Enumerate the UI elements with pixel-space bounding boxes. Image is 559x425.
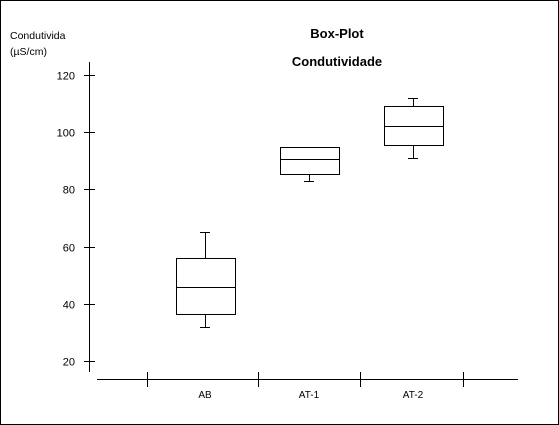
iqr-box	[176, 258, 236, 315]
x-ticks: AB AT-1 AT-2	[147, 372, 464, 401]
x-category-label: AT-1	[299, 390, 320, 401]
y-tick-label: 20	[63, 357, 75, 369]
boxes	[176, 98, 444, 328]
y-tick-label: 100	[57, 128, 75, 140]
iqr-box	[280, 147, 340, 175]
x-category-label: AB	[198, 390, 212, 401]
y-ticks: 20 40 60 80 100 120	[57, 71, 95, 369]
y-axis-label-line-2: (µS/cm)	[10, 46, 47, 58]
y-tick-label: 120	[57, 71, 75, 83]
box-plot-group	[280, 147, 340, 182]
y-tick-label: 60	[63, 243, 75, 255]
y-tick-label: 40	[63, 300, 75, 312]
y-axis-label-line-1: Condutivida	[10, 30, 66, 42]
box-plot-group	[176, 232, 236, 328]
x-category-label: AT-2	[403, 390, 424, 401]
box-plot-group	[384, 98, 444, 159]
chart-title: Box-Plot	[310, 26, 364, 41]
y-tick-label: 80	[63, 185, 75, 197]
chart-subtitle: Condutividade	[292, 54, 382, 69]
